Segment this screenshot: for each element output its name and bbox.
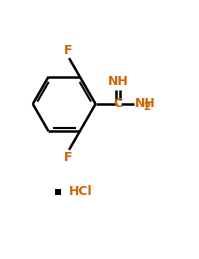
Text: F: F [64, 152, 72, 164]
Text: NH: NH [135, 97, 155, 110]
Text: 2: 2 [143, 102, 150, 112]
Text: C: C [114, 97, 123, 111]
Text: NH: NH [108, 75, 129, 88]
Text: HCl: HCl [69, 185, 93, 198]
Text: F: F [64, 44, 72, 56]
